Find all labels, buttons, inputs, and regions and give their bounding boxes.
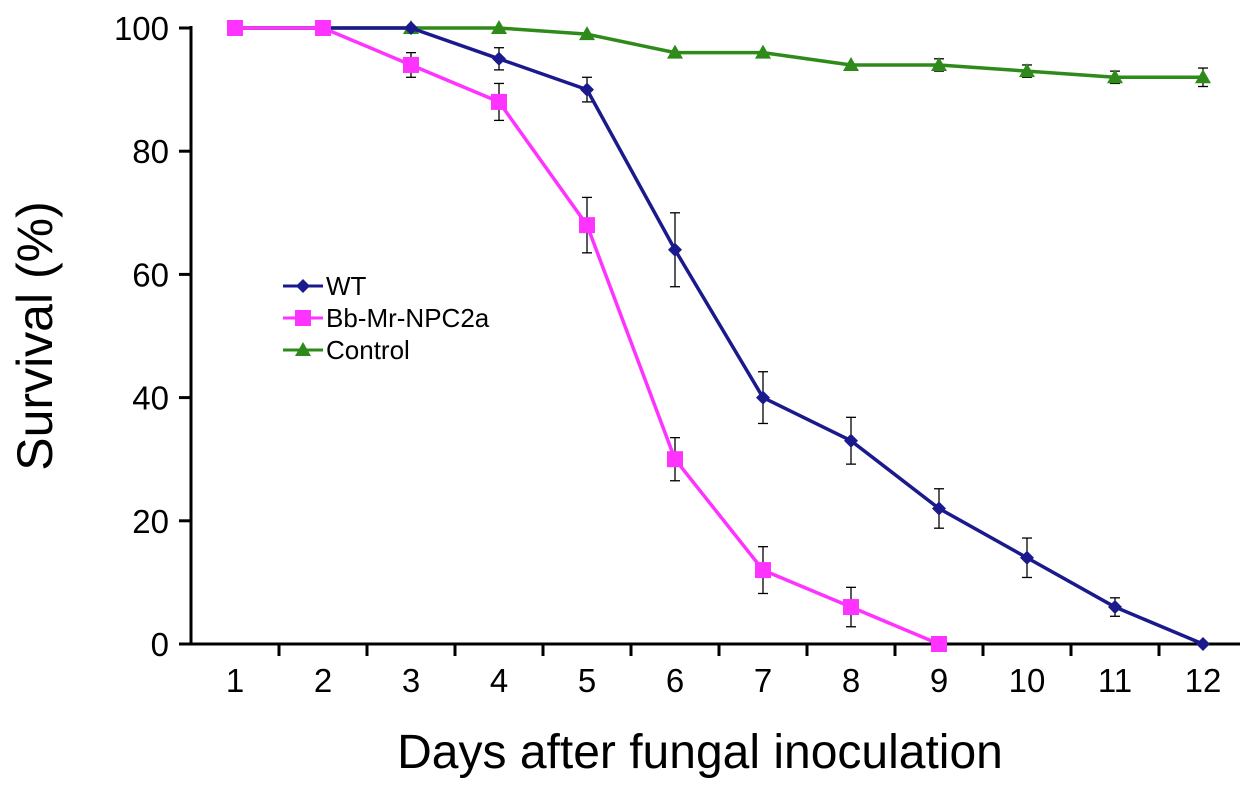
data-point — [755, 44, 771, 59]
data-point — [843, 599, 859, 616]
legend-swatch-marker — [295, 342, 311, 356]
data-point — [844, 433, 858, 448]
data-point — [1020, 550, 1034, 565]
x-tick-label: 10 — [1009, 662, 1046, 699]
data-point — [843, 56, 859, 71]
data-point — [492, 51, 506, 66]
data-point — [932, 501, 946, 516]
series-control — [227, 20, 1211, 88]
x-ticks: 1 2 3 4 5 6 7 8 9 10 11 12 — [226, 644, 1222, 699]
x-tick-label: 2 — [314, 662, 332, 699]
data-point — [667, 44, 683, 59]
legend-swatch-marker — [296, 279, 310, 293]
x-tick-label: 1 — [226, 662, 244, 699]
data-point — [1196, 637, 1210, 651]
data-point — [1195, 69, 1211, 84]
y-tick-label: 60 — [132, 256, 169, 293]
x-tick-label: 4 — [490, 662, 508, 699]
data-point — [1108, 600, 1122, 615]
x-tick-label: 8 — [842, 662, 860, 699]
data-point — [756, 390, 770, 405]
data-point — [579, 26, 595, 41]
data-point — [403, 56, 419, 73]
x-tick-label: 6 — [666, 662, 684, 699]
data-point — [404, 21, 418, 35]
x-tick-label: 12 — [1185, 662, 1222, 699]
x-tick-label: 3 — [402, 662, 420, 699]
legend-label: Control — [326, 335, 410, 365]
y-tick-label: 100 — [114, 10, 169, 47]
data-point — [1019, 63, 1035, 78]
x-axis-title: Days after fungal inoculation — [397, 726, 1003, 779]
y-axis-title: Survival (%) — [7, 201, 63, 470]
legend-swatch-marker — [295, 310, 311, 326]
data-point — [315, 20, 331, 36]
y-tick-label: 40 — [132, 380, 169, 417]
data-point — [1107, 69, 1123, 84]
x-tick-label: 9 — [930, 662, 948, 699]
data-point — [580, 82, 594, 97]
series-line — [235, 26, 1204, 646]
data-point — [227, 20, 243, 36]
data-point — [491, 20, 507, 34]
data-point — [491, 93, 507, 110]
data-point — [931, 56, 947, 71]
x-tick-label: 11 — [1098, 662, 1132, 699]
data-point — [579, 217, 595, 234]
series-layer — [227, 20, 1211, 652]
series-bb-mr-npc2a — [227, 20, 947, 652]
axes — [189, 26, 1240, 646]
legend-label: Bb-Mr-NPC2a — [326, 303, 490, 333]
y-ticks: 0 20 40 60 80 100 — [114, 10, 191, 663]
x-tick-label: 7 — [754, 662, 772, 699]
data-point — [668, 242, 682, 257]
y-tick-label: 80 — [132, 133, 169, 170]
x-tick-label: 5 — [578, 662, 596, 699]
y-tick-label: 20 — [132, 503, 169, 540]
data-point — [931, 636, 947, 652]
y-tick-label: 0 — [151, 626, 169, 663]
data-point — [755, 562, 771, 579]
data-point — [667, 451, 683, 468]
legend-label: WT — [326, 271, 367, 301]
